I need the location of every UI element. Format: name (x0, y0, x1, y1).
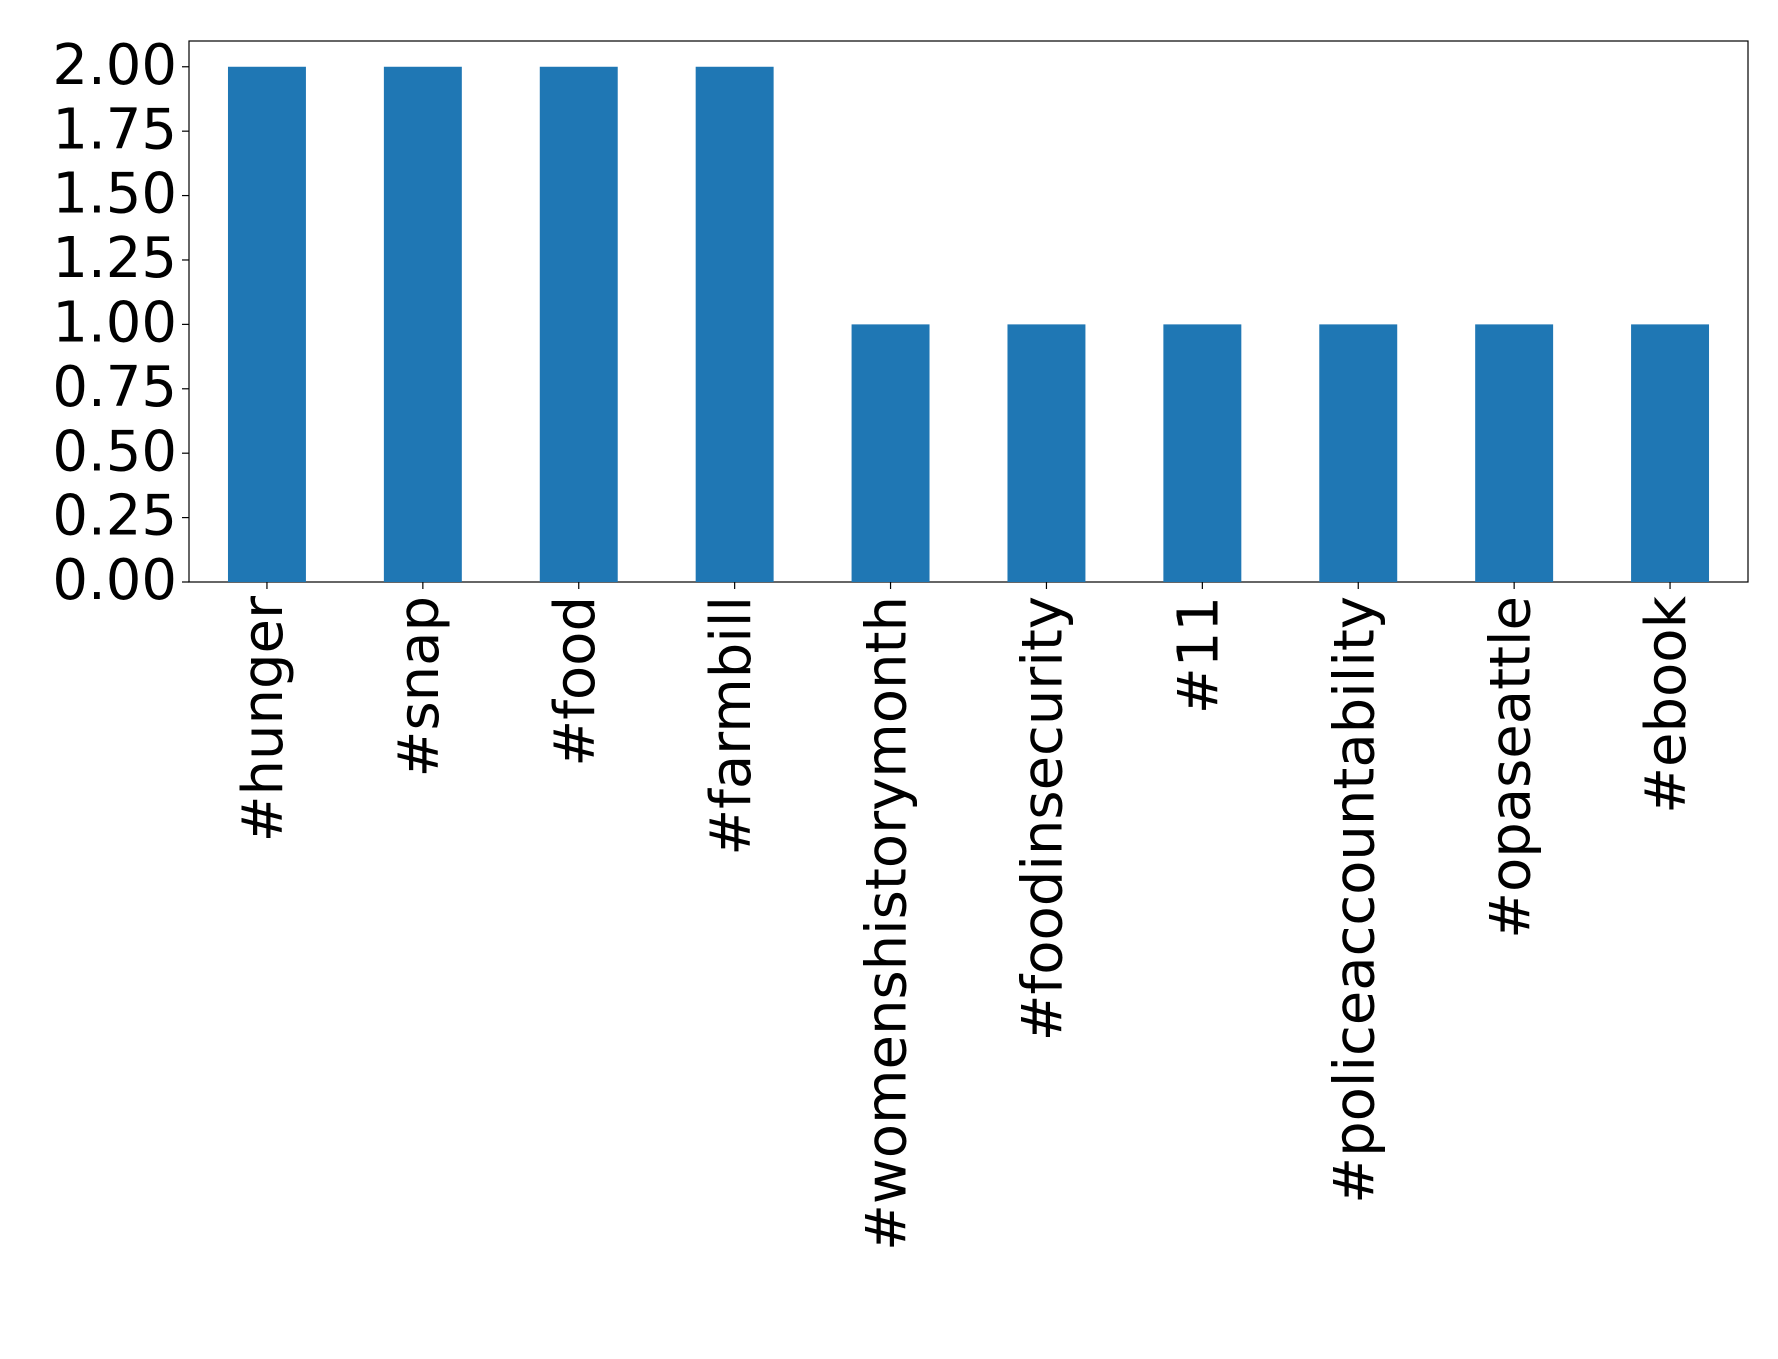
bar (851, 324, 930, 582)
y-tick-label: 2.00 (52, 33, 177, 98)
x-tick-label: #foodinsecurity (1011, 596, 1076, 1041)
bar (695, 66, 774, 582)
x-tick-label: #food (543, 596, 608, 767)
bar (1007, 324, 1086, 582)
y-tick-label: 0.75 (52, 355, 177, 420)
y-tick-label: 1.00 (52, 291, 177, 356)
x-tick-label: #farmbill (699, 596, 764, 856)
y-tick-label: 0.25 (52, 484, 177, 549)
x-tick-label: #womenshistorymonth (855, 596, 920, 1251)
y-tick-label: 0.00 (52, 548, 177, 613)
plot-frame (188, 40, 1749, 583)
bar (539, 66, 618, 582)
bar (383, 66, 462, 582)
x-tick-label: #ebook (1634, 595, 1699, 813)
x-tick-label: #11 (1166, 596, 1231, 714)
x-tick-label: #hunger (231, 595, 296, 842)
x-tick-label: #snap (387, 596, 452, 777)
bar (227, 66, 306, 582)
y-tick-label: 1.75 (52, 97, 177, 162)
bar (1319, 324, 1398, 582)
y-tick-label: 0.50 (52, 419, 177, 484)
x-tick-label: #policeaccountability (1322, 596, 1387, 1204)
bar (1163, 324, 1242, 582)
x-tick-label: #opaseattle (1478, 596, 1543, 939)
y-tick-label: 1.50 (52, 162, 177, 227)
bar (1475, 324, 1554, 582)
y-tick-label: 1.25 (52, 226, 177, 291)
bar (1631, 324, 1710, 582)
